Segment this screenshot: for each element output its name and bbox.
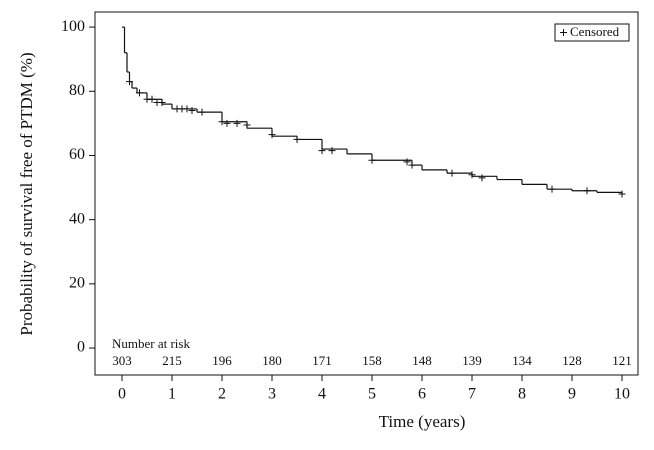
legend: Censored (554, 23, 630, 42)
x-tick-label: 4 (318, 386, 326, 403)
censor-mark (223, 119, 231, 127)
legend-box (554, 23, 630, 42)
x-tick-label: 1 (168, 386, 176, 403)
y-axis-label: Probability of survival free of PTDM (%) (17, 52, 36, 335)
legend-marker (560, 29, 567, 36)
censor-mark (403, 158, 411, 166)
censor-mark (233, 119, 241, 127)
risk-count: 196 (212, 353, 232, 368)
x-tick-label: 7 (468, 386, 476, 403)
censor-mark (618, 190, 626, 198)
risk-count: 134 (512, 353, 532, 368)
x-tick-label: 6 (418, 386, 426, 403)
risk-count: 121 (612, 353, 632, 368)
censor-mark (328, 147, 336, 155)
x-tick-label: 2 (218, 386, 226, 403)
censor-mark (243, 121, 251, 129)
y-tick-label: 0 (77, 339, 85, 356)
plot-frame (94, 11, 639, 376)
y-tick-label: 60 (69, 146, 85, 163)
censor-mark (198, 108, 206, 116)
x-tick-label: 9 (568, 386, 576, 403)
risk-count: 158 (362, 353, 382, 368)
x-tick-label: 8 (518, 386, 526, 403)
x-tick-label: 0 (118, 386, 126, 403)
x-axis-label: Time (years) (379, 412, 466, 431)
censor-mark (158, 99, 166, 107)
risk-count: 303 (112, 353, 132, 368)
censor-mark (368, 156, 376, 164)
risk-count: 148 (412, 353, 432, 368)
censor-mark (136, 89, 143, 97)
censor-mark (126, 78, 133, 86)
x-tick-label: 10 (614, 386, 630, 403)
x-tick-label: 3 (268, 386, 276, 403)
censor-mark (468, 171, 476, 179)
legend-label: Censored (570, 24, 620, 39)
risk-table-title: Number at risk (112, 336, 190, 351)
y-tick-label: 20 (69, 275, 85, 292)
risk-count: 128 (562, 353, 582, 368)
censor-mark (408, 161, 416, 169)
y-tick-label: 80 (69, 82, 85, 99)
censor-mark (318, 147, 326, 155)
y-tick-label: 40 (69, 210, 85, 227)
censor-mark (583, 187, 591, 195)
censor-mark (478, 174, 486, 182)
risk-count: 215 (162, 353, 182, 368)
risk-count: 139 (462, 353, 482, 368)
censor-mark (268, 131, 276, 139)
y-tick-label: 100 (61, 18, 85, 35)
censor-mark (548, 185, 556, 193)
censor-mark (218, 118, 226, 126)
censor-mark (448, 169, 456, 177)
censor-mark (183, 105, 191, 113)
x-tick-label: 5 (368, 386, 376, 403)
risk-count: 171 (312, 353, 332, 368)
censor-mark (188, 107, 196, 115)
censor-mark (148, 95, 156, 103)
risk-count: 180 (262, 353, 282, 368)
censor-mark (293, 135, 301, 143)
